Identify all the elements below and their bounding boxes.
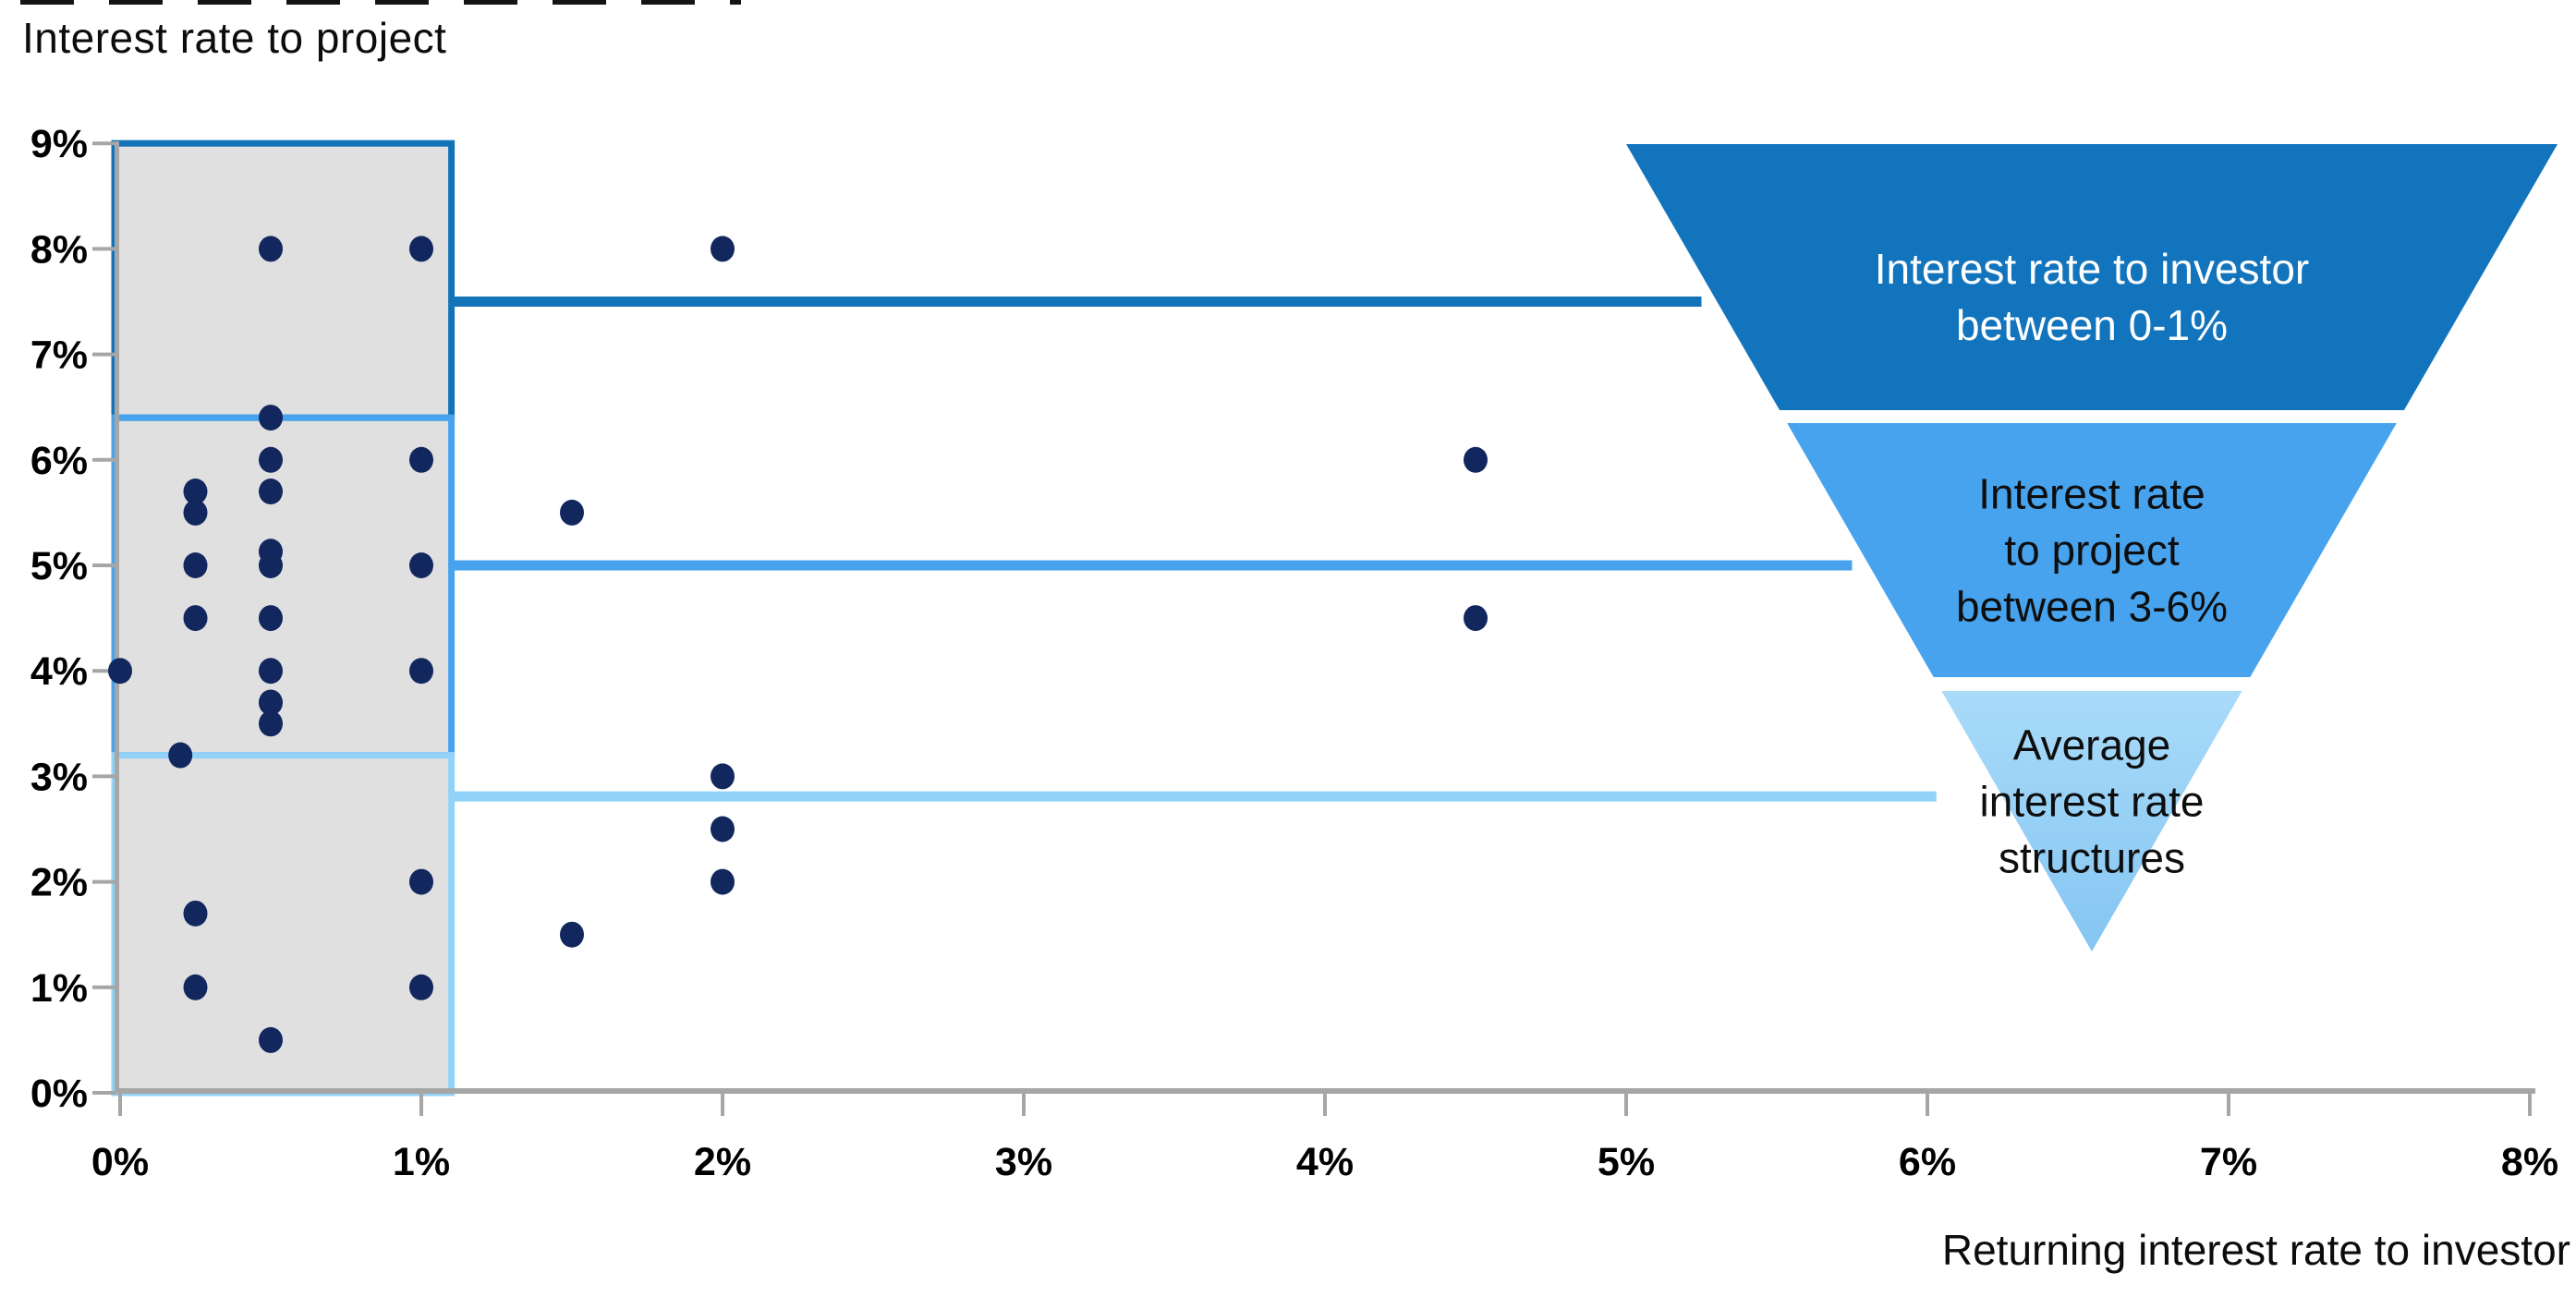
- y-tick-label: 9%: [30, 122, 88, 166]
- funnel-band-3: [1941, 691, 2242, 951]
- data-point: [259, 446, 283, 473]
- data-point: [259, 405, 283, 431]
- data-point: [1464, 605, 1488, 632]
- data-point: [409, 974, 433, 1000]
- x-tick-label: 1%: [393, 1140, 450, 1184]
- data-point: [183, 605, 208, 632]
- data-point: [259, 658, 283, 685]
- data-point: [183, 552, 208, 578]
- y-tick-label: 6%: [30, 439, 88, 483]
- axes: [92, 141, 2535, 1116]
- y-tick-label: 4%: [30, 649, 88, 694]
- data-point: [560, 921, 584, 948]
- data-point: [259, 552, 283, 578]
- x-tick-label: 4%: [1296, 1140, 1354, 1184]
- data-point: [183, 974, 208, 1000]
- data-point: [409, 236, 433, 262]
- chart-title: Interest rate to project: [22, 14, 447, 62]
- data-point: [168, 742, 193, 769]
- highlight-box-fill: [115, 143, 452, 418]
- y-tick-label: 5%: [30, 544, 88, 588]
- y-tick-label: 0%: [30, 1072, 88, 1116]
- y-tick-label: 7%: [30, 333, 88, 378]
- connector-lines: [451, 297, 1937, 802]
- data-point: [1464, 446, 1488, 473]
- x-tick-label: 7%: [2200, 1140, 2257, 1184]
- data-point: [183, 499, 208, 526]
- data-point: [183, 479, 208, 505]
- data-point: [259, 1026, 283, 1053]
- funnel-band-2-label: Interest rate to project between 3-6%: [1955, 469, 2229, 631]
- x-tick-label: 8%: [2501, 1140, 2558, 1184]
- funnel-band-1: [1626, 144, 2558, 410]
- x-tick-label: 2%: [694, 1140, 751, 1184]
- scatter-points: [108, 236, 1488, 1053]
- data-point: [259, 605, 283, 632]
- x-tick-label: 3%: [995, 1140, 1052, 1184]
- y-tick-label: 2%: [30, 861, 88, 905]
- data-point: [259, 710, 283, 737]
- data-point: [711, 816, 735, 842]
- data-point: [409, 658, 433, 685]
- x-axis-title: Returning interest rate to investor: [1941, 1226, 2570, 1274]
- data-point: [711, 236, 735, 262]
- data-point: [259, 479, 283, 505]
- data-point: [409, 868, 433, 895]
- x-tick-label: 0%: [91, 1140, 149, 1184]
- cropped-text-artifact: [20, 0, 741, 5]
- data-point: [259, 689, 283, 716]
- highlight-boxes: [111, 139, 456, 1097]
- highlight-box-fill: [115, 755, 452, 1093]
- tick-labels: 0% 1% 2% 3% 4% 5% 6% 7% 8% 9% 0% 1% 2% 3% 4% 5% 6% 7% 8%: [30, 122, 2558, 1184]
- highlight-box-fill: [115, 418, 452, 756]
- funnel-band-3-label: Average interest rate structures: [1979, 721, 2205, 882]
- data-point: [108, 658, 132, 685]
- x-tick-label: 5%: [1598, 1140, 1655, 1184]
- y-tick-label: 3%: [30, 755, 88, 799]
- data-point: [560, 499, 584, 526]
- data-point: [409, 552, 433, 578]
- funnel-band-2: [1787, 423, 2397, 677]
- funnel-band-1-label: Interest rate to investor between 0-1%: [1874, 245, 2310, 349]
- data-point: [259, 236, 283, 262]
- data-point: [711, 868, 735, 895]
- y-tick-label: 8%: [30, 227, 88, 272]
- x-tick-label: 6%: [1899, 1140, 1956, 1184]
- y-tick-label: 1%: [30, 966, 88, 1011]
- data-point: [711, 763, 735, 790]
- data-point: [409, 446, 433, 473]
- funnel: [1626, 144, 2558, 951]
- data-point: [183, 900, 208, 927]
